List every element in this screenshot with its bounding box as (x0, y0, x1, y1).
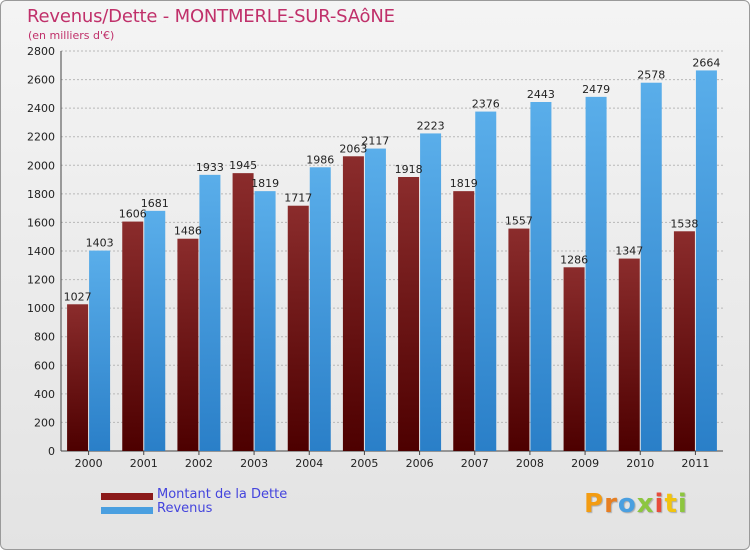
x-tick-label: 2011 (681, 457, 709, 470)
y-tick-label: 400 (34, 388, 55, 401)
y-tick-label: 2600 (27, 74, 55, 87)
x-tick-label: 2003 (240, 457, 268, 470)
x-tick-label: 2010 (626, 457, 654, 470)
proxiti-logo: Proxiti (584, 489, 688, 519)
data-label-revenus: 2443 (527, 88, 555, 101)
logo-letter: r (604, 489, 618, 519)
y-tick-label: 200 (34, 416, 55, 429)
bar-revenus (309, 167, 331, 452)
logo-letter: t (664, 489, 678, 519)
logo-letter: i (654, 489, 665, 519)
y-tick-label: 1200 (27, 274, 55, 287)
y-tick-label: 1800 (27, 188, 55, 201)
bar-revenus (640, 82, 662, 451)
bar-revenus (89, 250, 111, 451)
data-label-revenus: 2479 (582, 83, 610, 96)
bar-dette (232, 173, 254, 451)
bar-dette (618, 258, 640, 451)
bar-dette (122, 221, 144, 451)
x-tick-label: 2006 (406, 457, 434, 470)
bar-dette (287, 205, 309, 451)
bar-revenus (420, 133, 442, 451)
data-label-dette: 1538 (670, 217, 698, 230)
bar-revenus (254, 191, 276, 451)
legend-label-dette: Montant de la Dette (157, 487, 288, 502)
chart-title: Revenus/Dette - MONTMERLE-SUR-SAôNE (27, 6, 395, 27)
x-axis-ticks: 2000 2001 2002 2003 2004 2005 2006 2007 2008 2009… (75, 451, 709, 470)
data-label-dette: 1819 (450, 177, 478, 190)
data-label-revenus: 2664 (692, 56, 720, 69)
data-label-revenus: 2578 (637, 69, 665, 82)
bar-revenus (585, 96, 607, 451)
logo-letter: P (584, 489, 605, 519)
legend-swatch-dette (101, 493, 153, 500)
logo-letter: x (636, 489, 655, 519)
y-tick-label: 1000 (27, 302, 55, 315)
bars (67, 70, 717, 452)
data-label-revenus: 2117 (361, 135, 389, 148)
bar-dette (453, 191, 475, 451)
y-tick-label: 0 (48, 445, 55, 458)
y-tick-label: 1400 (27, 245, 55, 258)
bar-revenus (530, 102, 552, 451)
bar-revenus (144, 210, 166, 451)
y-tick-label: 2200 (27, 131, 55, 144)
x-tick-label: 2004 (295, 457, 323, 470)
data-label-dette: 1945 (229, 159, 257, 172)
bar-revenus (695, 70, 717, 451)
x-tick-label: 2008 (516, 457, 544, 470)
y-tick-label: 800 (34, 331, 55, 344)
bar-dette (177, 238, 199, 451)
legend-swatch-revenus (101, 507, 153, 514)
data-label-dette: 1717 (284, 192, 312, 205)
data-label-dette: 2063 (339, 142, 367, 155)
y-tick-label: 2400 (27, 102, 55, 115)
data-label-revenus: 1986 (306, 153, 334, 166)
data-label-revenus: 1403 (86, 237, 114, 250)
x-tick-label: 2009 (571, 457, 599, 470)
y-tick-label: 1600 (27, 216, 55, 229)
data-label-dette: 1347 (615, 245, 643, 258)
y-tick-label: 2800 (27, 45, 55, 58)
data-label-dette: 1286 (560, 253, 588, 266)
bar-dette (342, 156, 364, 452)
legend-label-revenus: Revenus (157, 501, 213, 516)
data-label-dette: 1918 (395, 163, 423, 176)
bar-revenus (364, 148, 386, 452)
bar-dette (398, 177, 420, 451)
x-tick-label: 2002 (185, 457, 213, 470)
x-tick-label: 2005 (350, 457, 378, 470)
data-label-dette: 1606 (119, 208, 147, 221)
data-label-revenus: 2223 (417, 119, 445, 132)
data-label-dette: 1557 (505, 215, 533, 228)
logo-letter: o (617, 489, 637, 519)
data-label-revenus: 1819 (251, 177, 279, 190)
y-axis-ticks: 0 200 400 600 800 1000 1200 1400 1600 1800 2000 220… (27, 45, 55, 458)
bar-dette (508, 228, 530, 451)
logo-letter: i (677, 489, 688, 519)
data-label-revenus: 1933 (196, 161, 224, 174)
x-tick-label: 2007 (461, 457, 489, 470)
data-label-revenus: 1681 (141, 197, 169, 210)
y-tick-label: 2000 (27, 159, 55, 172)
data-label-revenus: 2376 (472, 98, 500, 111)
x-tick-label: 2000 (75, 457, 103, 470)
data-label-dette: 1486 (174, 225, 202, 238)
data-label-dette: 1027 (64, 290, 92, 303)
bar-revenus (199, 174, 221, 451)
bar-dette (67, 304, 89, 451)
bar-dette (673, 231, 695, 451)
y-tick-label: 600 (34, 359, 55, 372)
chart-subtitle: (en milliers d'€) (28, 29, 115, 42)
gridlines (60, 50, 723, 452)
bar-dette (563, 267, 585, 451)
bar-revenus (475, 111, 497, 452)
x-tick-label: 2001 (130, 457, 158, 470)
